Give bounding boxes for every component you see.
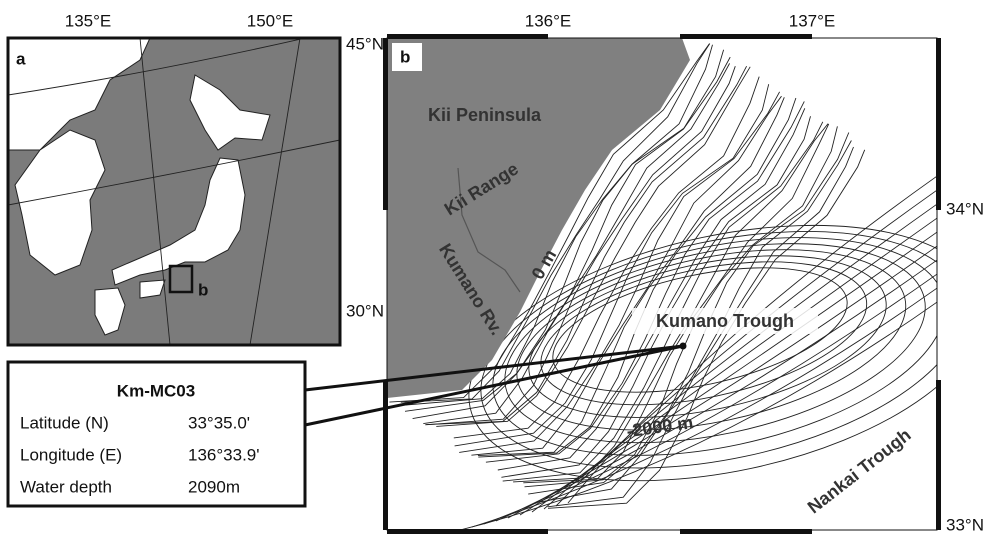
row-key: Water depth: [20, 477, 112, 496]
frame-bar: [387, 34, 548, 39]
place-label: Kumano Trough: [656, 311, 794, 331]
panel-b: b 136°E 137°E 34°N 33°N Kii Peninsula Ki…: [383, 11, 998, 534]
lon-label: 135°E: [65, 11, 112, 30]
frame-bar: [936, 38, 941, 210]
frame-bar: [936, 380, 941, 530]
lat-label: 34°N: [946, 199, 984, 218]
frame-bar: [383, 380, 388, 530]
lat-label: 30°N: [346, 301, 384, 320]
frame-bar: [680, 529, 812, 534]
lat-label: 33°N: [946, 515, 984, 534]
frame-bar: [383, 38, 388, 210]
site-info: Km-MC03 Latitude (N) 33°35.0' Longitude …: [8, 362, 305, 506]
panel-label: b: [400, 47, 410, 66]
panel-label: a: [16, 49, 26, 68]
row-value: 136°33.9': [188, 445, 260, 464]
lon-label: 150°E: [247, 11, 294, 30]
row-key: Latitude (N): [20, 413, 109, 432]
lat-label: 45°N: [346, 34, 384, 53]
frame-bar: [680, 34, 812, 39]
lon-label: 137°E: [789, 11, 836, 30]
site-name: Km-MC03: [117, 381, 195, 400]
lon-label: 136°E: [525, 11, 572, 30]
row-value: 2090m: [188, 477, 240, 496]
frame-bar: [387, 529, 548, 534]
figure: b a 135°E 150°E 45°N 30°N b 136°E 137°E …: [0, 0, 998, 539]
row-value: 33°35.0': [188, 413, 250, 432]
place-label: Kii Peninsula: [428, 105, 542, 125]
box-label: b: [198, 280, 208, 299]
row-key: Longitude (E): [20, 445, 122, 464]
panel-a: b a 135°E 150°E 45°N 30°N: [8, 11, 384, 345]
